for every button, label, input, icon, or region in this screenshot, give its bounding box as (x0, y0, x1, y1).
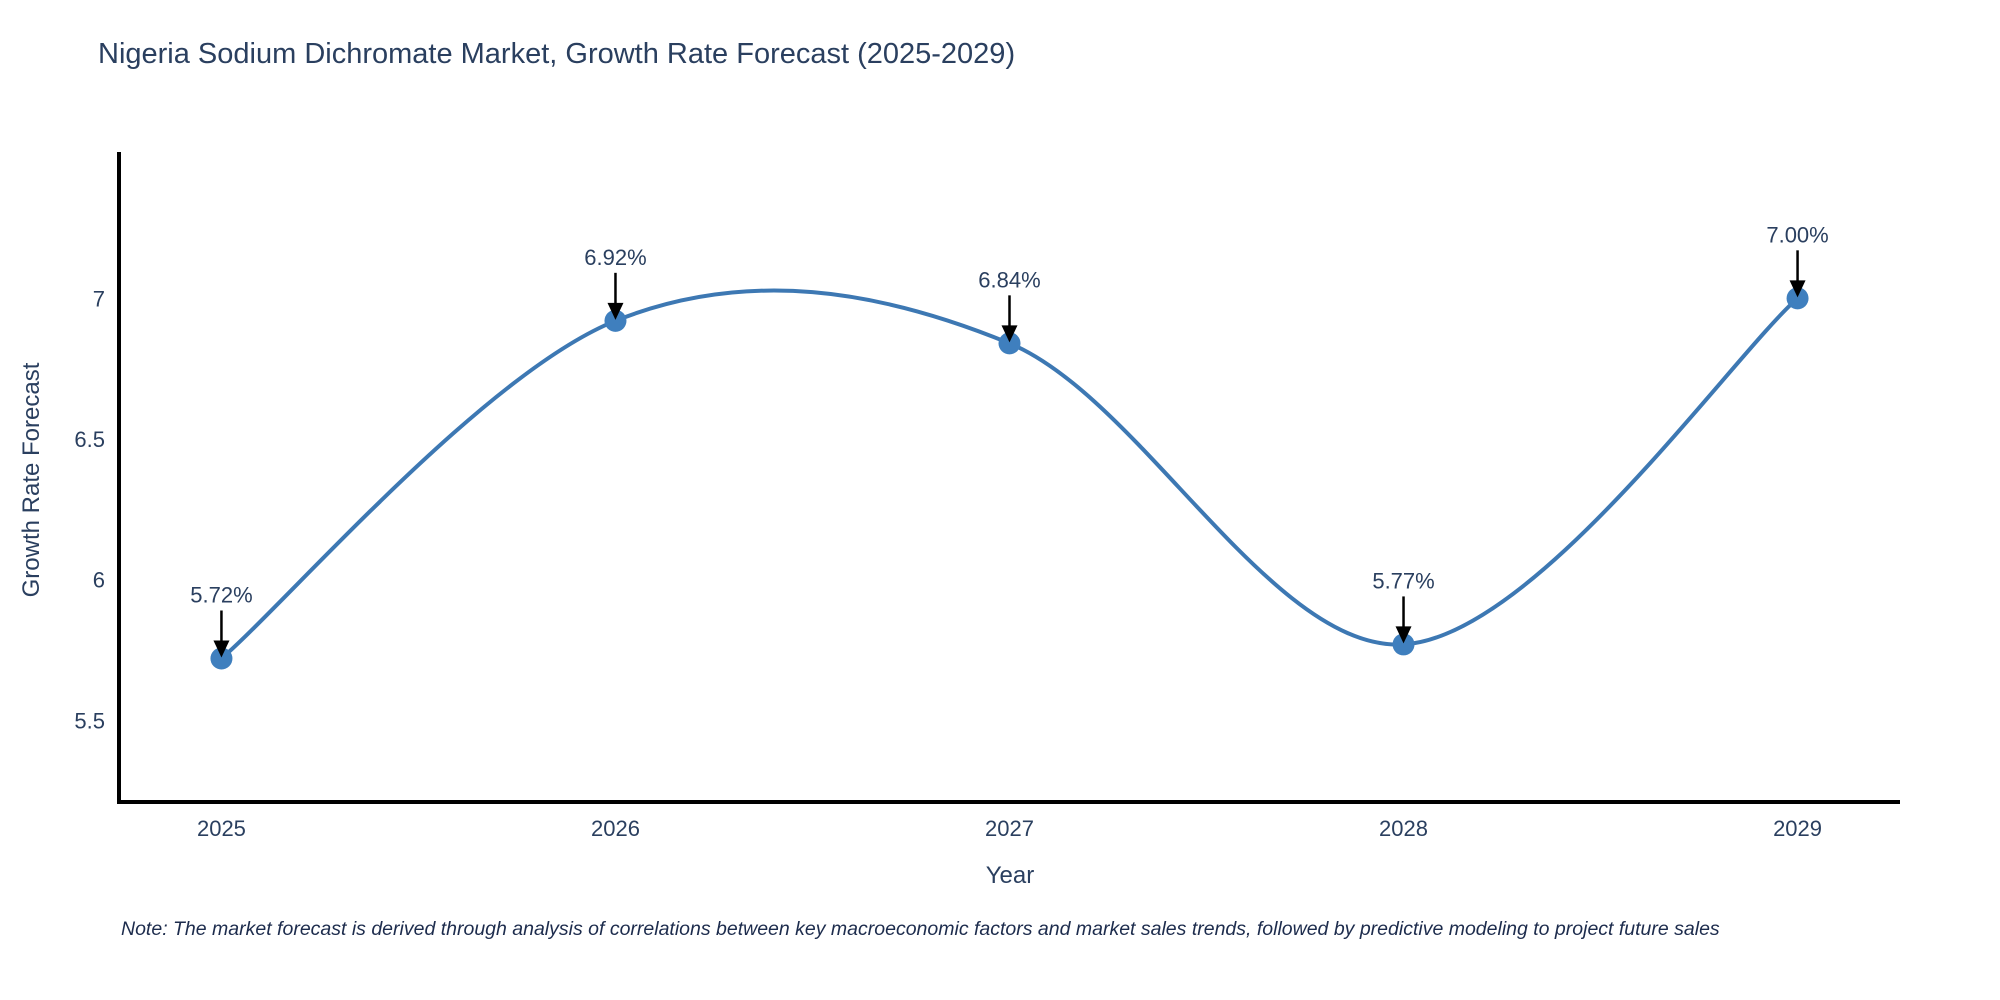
point-annotation-label: 5.77% (1372, 568, 1434, 593)
data-point-marker[interactable] (1786, 287, 1809, 310)
data-point-marker[interactable] (998, 332, 1021, 355)
point-annotation-label: 5.72% (190, 582, 252, 607)
y-tick-label: 7 (93, 286, 105, 311)
x-tick-label: 2029 (1773, 816, 1822, 841)
y-axis-title: Growth Rate Forecast (18, 362, 45, 598)
point-annotation-label: 6.92% (584, 245, 646, 270)
x-tick-label: 2026 (591, 816, 640, 841)
annotation-arrowhead (213, 640, 230, 658)
point-annotation-label: 6.84% (978, 267, 1040, 292)
annotation-arrowhead (607, 302, 624, 320)
data-point-marker[interactable] (604, 309, 627, 332)
x-tick-label: 2025 (197, 816, 246, 841)
y-tick-label: 5.5 (74, 708, 105, 733)
chart-title: Nigeria Sodium Dichromate Market, Growth… (98, 38, 1016, 70)
footnote: Note: The market forecast is derived thr… (121, 918, 1720, 940)
annotation-arrowhead (1789, 280, 1806, 298)
x-axis-title: Year (985, 862, 1035, 889)
point-annotation-label: 7.00% (1766, 222, 1828, 247)
y-tick-label: 6.5 (74, 427, 105, 452)
y-tick-label: 6 (93, 568, 105, 593)
annotation-arrowhead (1395, 626, 1412, 644)
annotation-arrowhead (1001, 325, 1018, 343)
x-tick-label: 2027 (985, 816, 1034, 841)
data-point-marker[interactable] (1392, 633, 1415, 656)
x-tick-label: 2028 (1379, 816, 1428, 841)
data-point-marker[interactable] (210, 647, 233, 670)
